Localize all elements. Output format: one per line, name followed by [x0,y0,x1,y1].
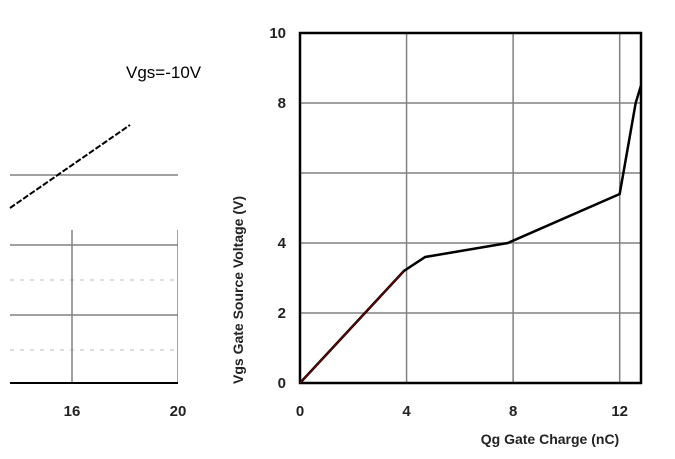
x-tick-label: 12 [611,403,628,420]
series-line [300,81,641,383]
x-axis-title: Qg Gate Charge (nC) [481,431,619,447]
plot-frame [298,31,643,385]
x-tick-label: 8 [509,403,517,420]
y-tick-label: 4 [278,235,287,252]
y-axis-title: Vgs Gate Source Voltage (V) [230,196,246,384]
x-tick-label: 4 [402,403,411,420]
background-left-panel: 16 20 [9,120,238,420]
panel-gap [178,120,238,390]
bg-x-tick-label: 16 [64,403,81,420]
y-tick-label: 10 [269,25,286,42]
bg-series-line [9,124,131,209]
y-tick-label: 8 [278,95,286,112]
bg-x-tick-label: 20 [170,403,187,420]
main-chart-panel: 0 4 8 12 0 2 4 8 10 Qg Gate Charge (nC) Vgs Gate S… [126,25,643,447]
vgs-annotation: Vgs=-10V [126,63,202,82]
x-tick-label: 0 [296,403,304,420]
y-tick-label: 0 [278,375,286,392]
series-segment-accent [299,270,405,384]
y-tick-label: 2 [278,305,286,322]
